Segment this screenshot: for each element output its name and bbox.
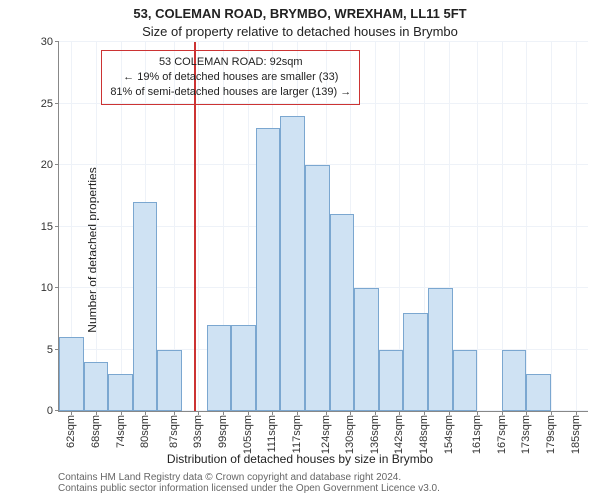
histogram-bar bbox=[84, 362, 109, 411]
histogram-bar bbox=[403, 313, 428, 411]
annotation-line: 53 COLEMAN ROAD: 92sqm bbox=[110, 55, 351, 70]
ytick-label: 10 bbox=[41, 282, 53, 294]
xtick-label: 105sqm bbox=[242, 415, 254, 454]
histogram-bar bbox=[502, 350, 527, 412]
gridline-v bbox=[576, 42, 577, 411]
histogram-bar bbox=[59, 337, 84, 411]
ytick-mark bbox=[55, 226, 59, 227]
ytick-mark bbox=[55, 41, 59, 42]
histogram-bar bbox=[157, 350, 182, 412]
xtick-label: 142sqm bbox=[393, 415, 405, 454]
xtick-label: 136sqm bbox=[369, 415, 381, 454]
xtick-label: 167sqm bbox=[496, 415, 508, 454]
gridline-h bbox=[59, 41, 588, 42]
xtick-label: 62sqm bbox=[65, 415, 77, 448]
ytick-label: 0 bbox=[47, 405, 53, 417]
ytick-label: 20 bbox=[41, 159, 53, 171]
xtick-label: 99sqm bbox=[217, 415, 229, 448]
xtick-label: 80sqm bbox=[139, 415, 151, 448]
histogram-bar bbox=[280, 116, 305, 411]
gridline-v bbox=[526, 42, 527, 411]
histogram-bar bbox=[330, 214, 355, 411]
histogram-bar bbox=[428, 288, 453, 411]
histogram-bar bbox=[256, 128, 281, 411]
ytick-label: 30 bbox=[41, 36, 53, 48]
histogram-bar bbox=[305, 165, 330, 411]
histogram-bar bbox=[133, 202, 158, 411]
ytick-mark bbox=[55, 287, 59, 288]
annotation-line: 81% of semi-detached houses are larger (… bbox=[110, 85, 351, 100]
ytick-label: 5 bbox=[47, 344, 53, 356]
annotation-box: 53 COLEMAN ROAD: 92sqm← 19% of detached … bbox=[101, 50, 360, 105]
xtick-label: 185sqm bbox=[570, 415, 582, 454]
xtick-label: 148sqm bbox=[418, 415, 430, 454]
xtick-label: 161sqm bbox=[471, 415, 483, 454]
xtick-label: 93sqm bbox=[192, 415, 204, 448]
xtick-label: 173sqm bbox=[520, 415, 532, 454]
xtick-label: 68sqm bbox=[90, 415, 102, 448]
histogram-bar bbox=[526, 374, 551, 411]
attribution-note: Contains HM Land Registry data © Crown c… bbox=[58, 472, 588, 494]
x-axis-label: Distribution of detached houses by size … bbox=[0, 452, 600, 466]
histogram-bar bbox=[379, 350, 404, 412]
histogram-bar bbox=[231, 325, 256, 411]
gridline-v bbox=[551, 42, 552, 411]
histogram-bar bbox=[207, 325, 232, 411]
xtick-label: 117sqm bbox=[291, 415, 303, 453]
histogram-bar bbox=[108, 374, 133, 411]
histogram-bar bbox=[453, 350, 478, 412]
ytick-mark bbox=[55, 103, 59, 104]
chart-plot-area: 05101520253062sqm68sqm74sqm80sqm87sqm93s… bbox=[58, 42, 588, 412]
xtick-label: 87sqm bbox=[168, 415, 180, 448]
ytick-label: 25 bbox=[41, 98, 53, 110]
chart-title-main: 53, COLEMAN ROAD, BRYMBO, WREXHAM, LL11 … bbox=[0, 6, 600, 21]
xtick-label: 111sqm bbox=[266, 415, 278, 453]
xtick-label: 74sqm bbox=[115, 415, 127, 448]
histogram-bar bbox=[354, 288, 379, 411]
gridline-v bbox=[96, 42, 97, 411]
xtick-label: 154sqm bbox=[443, 415, 455, 454]
annotation-line: ← 19% of detached houses are smaller (33… bbox=[110, 70, 351, 85]
ytick-label: 15 bbox=[41, 221, 53, 233]
xtick-label: 130sqm bbox=[344, 415, 356, 454]
xtick-label: 179sqm bbox=[545, 415, 557, 454]
gridline-v bbox=[477, 42, 478, 411]
xtick-label: 124sqm bbox=[320, 415, 332, 454]
ytick-mark bbox=[55, 164, 59, 165]
chart-title-sub: Size of property relative to detached ho… bbox=[0, 24, 600, 39]
